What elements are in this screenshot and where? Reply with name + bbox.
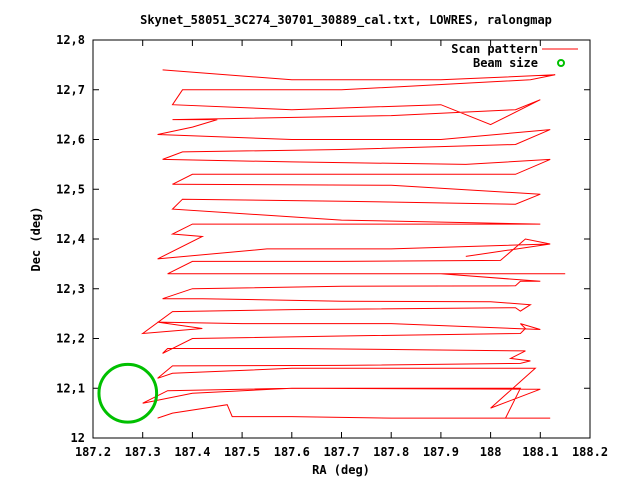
- legend: Scan pattern Beam size: [451, 42, 578, 70]
- y-tick-label: 12,5: [56, 182, 85, 196]
- legend-label-beam-size: Beam size: [473, 56, 538, 70]
- y-tick-label: 12,8: [56, 33, 85, 47]
- beam-size-circle: [97, 362, 159, 424]
- y-tick-label: 12: [71, 431, 85, 445]
- x-tick-label: 187.2: [75, 445, 111, 459]
- scan-pattern-line: [140, 69, 566, 419]
- y-tick-label: 12,2: [56, 332, 85, 346]
- y-tick-label: 12,3: [56, 282, 85, 296]
- x-tick-label: 187.6: [274, 445, 310, 459]
- x-axis-label: RA (deg): [312, 463, 370, 477]
- x-tick-label: 187.9: [423, 445, 459, 459]
- x-tick-label: 187.3: [125, 445, 161, 459]
- x-axis: 187.2 187.3 187.4 187.5 187.6 187.7 187.8 187.9…: [75, 40, 608, 459]
- x-tick-label: 188: [480, 445, 502, 459]
- x-tick-label: 187.4: [174, 445, 210, 459]
- y-tick-label: 12,1: [56, 381, 85, 395]
- x-tick-label: 188.2: [572, 445, 608, 459]
- series-layer: [97, 69, 566, 424]
- legend-label-scan-pattern: Scan pattern: [451, 42, 538, 56]
- x-tick-label: 188.1: [522, 445, 558, 459]
- legend-swatch-beam-size: [557, 59, 565, 67]
- y-axis: 12 12,1 12,2 12,3 12,4 12,5 12,6 12,7 12,8: [56, 33, 590, 445]
- chart-title: Skynet_58051_3C274_30701_30889_cal.txt, …: [140, 13, 552, 28]
- plot-frame: [92, 39, 591, 439]
- x-tick-label: 187.7: [323, 445, 359, 459]
- x-tick-label: 187.8: [373, 445, 409, 459]
- y-tick-label: 12,6: [56, 133, 85, 147]
- y-tick-label: 12,4: [56, 232, 85, 246]
- y-tick-label: 12,7: [56, 83, 85, 97]
- y-axis-label: Dec (deg): [29, 206, 43, 271]
- x-tick-label: 187.5: [224, 445, 260, 459]
